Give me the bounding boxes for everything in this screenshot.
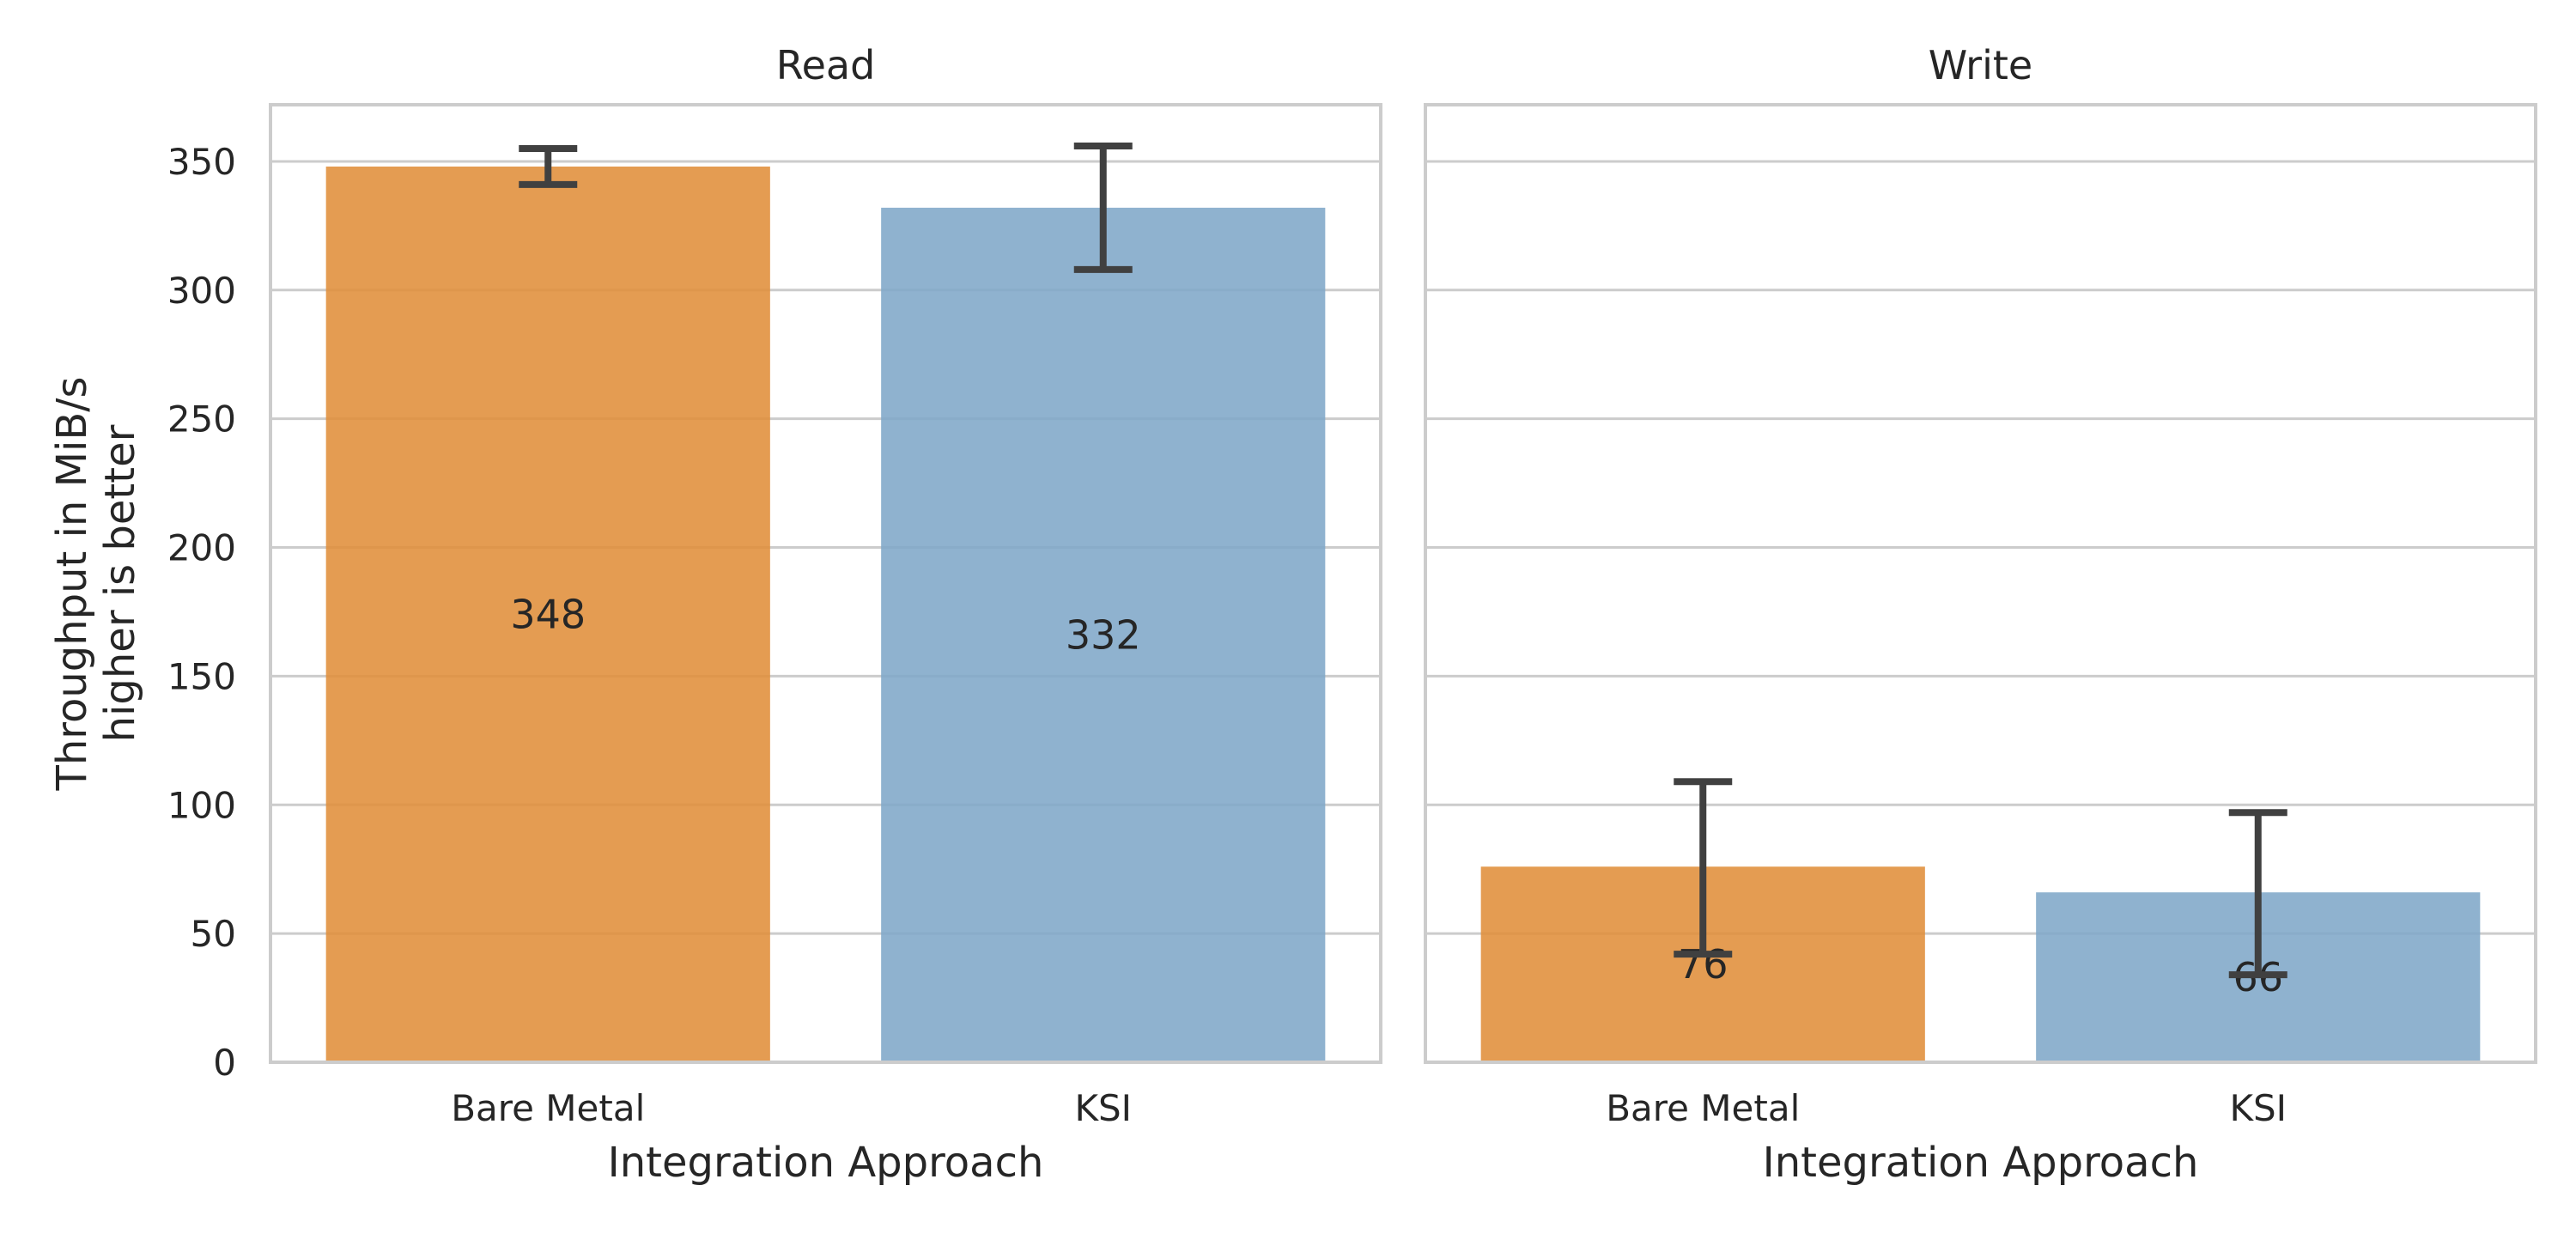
y-tick-label: 300 bbox=[167, 270, 236, 312]
panel-title: Write bbox=[1929, 42, 2032, 88]
data-label: 332 bbox=[1066, 611, 1141, 658]
bar bbox=[881, 207, 1326, 1063]
bar bbox=[325, 166, 770, 1062]
panel-frame bbox=[269, 103, 1382, 1064]
y-tick-label: 250 bbox=[167, 398, 236, 441]
y-tick-label: 200 bbox=[167, 527, 236, 569]
y-tick-label: 100 bbox=[167, 784, 236, 826]
data-label: 348 bbox=[510, 591, 586, 637]
x-tick-label: KSI bbox=[2229, 1087, 2287, 1129]
y-axis-label: Throughput in MiB/s bbox=[48, 377, 96, 792]
x-tick-label: KSI bbox=[1074, 1087, 1132, 1129]
x-tick-label: Bare Metal bbox=[1606, 1087, 1800, 1129]
panel-frame bbox=[1424, 103, 2537, 1064]
panel-title: Read bbox=[776, 42, 876, 88]
y-tick-label: 50 bbox=[191, 913, 236, 955]
y-axis-label: higher is better bbox=[96, 424, 144, 742]
x-axis-label: Integration Approach bbox=[1763, 1139, 2199, 1187]
y-tick-label: 350 bbox=[167, 141, 236, 183]
y-tick-label: 0 bbox=[213, 1042, 236, 1084]
x-tick-label: Bare Metal bbox=[451, 1087, 645, 1129]
x-axis-label: Integration Approach bbox=[608, 1139, 1044, 1187]
y-tick-label: 150 bbox=[167, 655, 236, 697]
